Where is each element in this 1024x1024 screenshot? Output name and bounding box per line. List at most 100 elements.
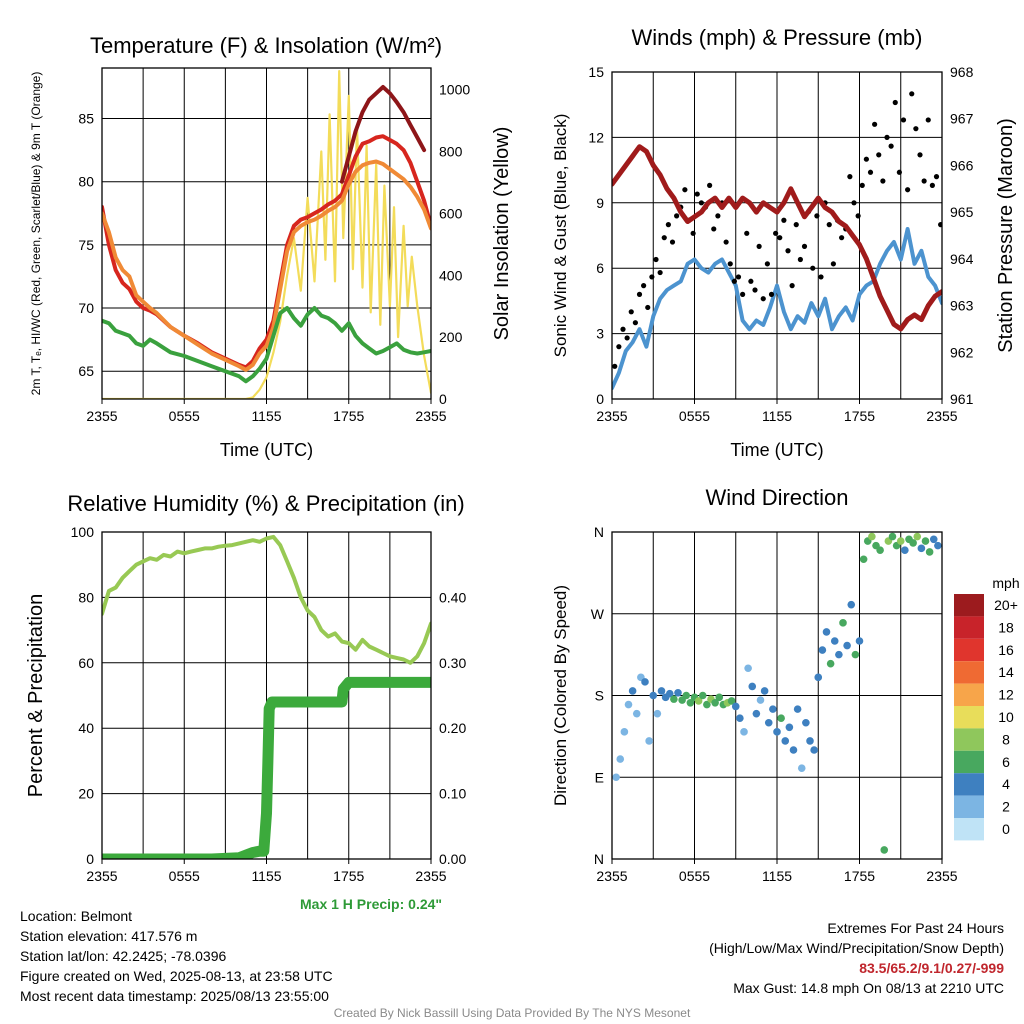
gust-point [905, 187, 911, 193]
temperature-ytick: 85 [78, 111, 94, 127]
temperature-ytick-right: 1000 [439, 82, 470, 98]
direction-point [785, 723, 794, 732]
temperature-ytick-right: 600 [439, 205, 463, 221]
humidity-ytick: 60 [78, 655, 94, 671]
winds-xtick: 1155 [762, 408, 792, 424]
legend-label: 0 [1002, 821, 1010, 837]
panel-humidity: Relative Humidity (%) & Precipitation (i… [25, 491, 466, 884]
winds-ytick: 0 [596, 391, 604, 407]
gust-point [777, 235, 783, 241]
panel-temperature: Temperature (F) & Insolation (W/m²)2355 0… [29, 33, 513, 460]
temperature-ytick-right: 0 [439, 391, 447, 407]
direction-point [649, 691, 658, 700]
gust-point [884, 134, 890, 140]
direction-xtick: 2355 [596, 868, 627, 884]
direction-point [698, 691, 707, 700]
temperature-xtick: 1755 [333, 408, 364, 424]
legend-label: 8 [1002, 731, 1010, 747]
legend-swatch [954, 638, 984, 662]
extremes-info: Extremes For Past 24 Hours (High/Low/Max… [709, 918, 1004, 998]
legend-label: 2 [1002, 799, 1010, 815]
winds-xtick: 2355 [596, 408, 627, 424]
station-latlon: Station lat/lon: 42.2425; -78.0396 [20, 948, 227, 964]
humidity-ytick-right: 0.40 [439, 589, 466, 605]
direction-point [674, 688, 682, 697]
gust-point [669, 239, 676, 245]
temperature-xtick: 0555 [169, 408, 200, 424]
direction-title: Wind Direction [705, 485, 848, 510]
temperature-xtick: 1155 [251, 408, 281, 424]
gust-point [760, 296, 766, 302]
direction-ytick: W [591, 606, 605, 622]
direction-point [826, 659, 835, 668]
latest-timestamp: Most recent data timestamp: 2025/08/13 2… [20, 988, 329, 1004]
temperature-title: Temperature (F) & Insolation (W/m²) [90, 33, 442, 58]
humidity-xtick: 1755 [333, 868, 364, 884]
humidity-ylabel: Percent & Precipitation [25, 594, 47, 797]
direction-point [839, 619, 847, 627]
direction-point [645, 737, 653, 745]
gust-point [665, 222, 671, 228]
direction-point [851, 650, 860, 659]
direction-xtick: 2355 [926, 868, 957, 884]
direction-point [616, 755, 625, 763]
gust-point [620, 326, 626, 332]
humidity-xtick: 1155 [251, 868, 281, 884]
temperature-ytick: 65 [78, 363, 94, 379]
station-location: Location: Belmont [20, 908, 133, 924]
station-pressure-line [612, 144, 942, 332]
winds-ytick: 3 [596, 326, 604, 342]
legend-label: 10 [998, 709, 1014, 725]
direction-point [731, 702, 740, 711]
humidity-ytick-right: 0.00 [439, 851, 466, 867]
gust-point [880, 178, 886, 184]
gust-point [707, 182, 713, 188]
gust-point [913, 126, 919, 132]
winds-ylabel-right: Station Pressure (Maroon) [995, 118, 1017, 353]
temperature-ytick: 70 [78, 300, 94, 316]
gust-point [793, 222, 799, 228]
direction-point [921, 537, 930, 545]
direction-ytick: N [594, 524, 604, 540]
winds-ytick: 12 [588, 129, 604, 145]
gust-point [636, 291, 643, 297]
direction-point [843, 641, 851, 650]
9m-t-line [102, 159, 431, 372]
legend-label: 12 [998, 687, 1014, 703]
direction-point [657, 687, 666, 695]
humidity-ytick: 40 [78, 720, 94, 736]
gust-point [859, 182, 865, 188]
2m-t-line [102, 134, 431, 370]
temperature-ytick-right: 200 [439, 329, 463, 345]
winds-xtick: 1755 [844, 408, 875, 424]
direction-point [818, 646, 827, 654]
gust-point [748, 278, 754, 284]
direction-point [756, 696, 765, 704]
direction-point [793, 705, 802, 713]
gust-point [826, 222, 832, 228]
direction-point [620, 728, 629, 736]
humidity-xtick: 2355 [86, 868, 117, 884]
direction-point [835, 650, 843, 659]
humidity-plot-area [102, 534, 431, 859]
direction-point [917, 544, 926, 553]
winds-plot-area [612, 91, 942, 391]
gust-point [900, 117, 907, 123]
gust-point [731, 278, 737, 284]
winds-ytick: 6 [596, 260, 604, 276]
winds-ytick-right: 962 [950, 344, 974, 360]
direction-xtick: 1155 [762, 868, 792, 884]
gust-point [649, 274, 655, 280]
humidity-ytick: 0 [86, 851, 94, 867]
legend-label: 4 [1002, 776, 1010, 792]
legend-swatch [954, 706, 984, 729]
winds-title: Winds (mph) & Pressure (mb) [632, 25, 923, 50]
legend-swatch [954, 683, 984, 706]
winds-xtick: 0555 [679, 408, 710, 424]
direction-plot-area [612, 532, 942, 854]
legend-swatch [954, 728, 984, 751]
direction-point [925, 548, 934, 556]
legend-label: 18 [998, 619, 1014, 635]
direction-point [624, 700, 633, 709]
legend-label: 6 [1002, 754, 1010, 770]
